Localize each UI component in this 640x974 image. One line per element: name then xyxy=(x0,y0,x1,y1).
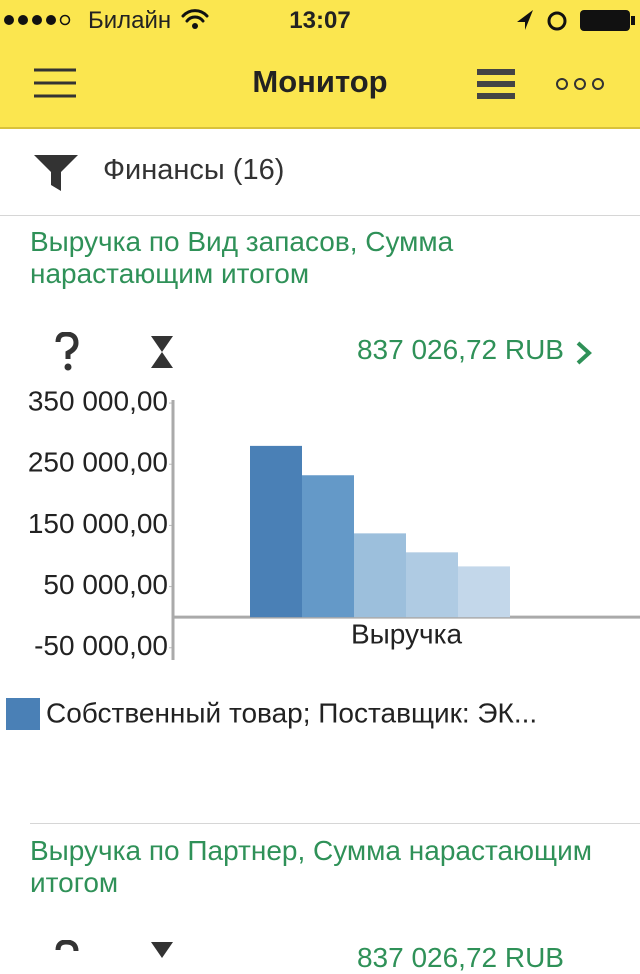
chart: -50 000,00 50 000,00 150 000,00 250 000,00 3… xyxy=(6,385,640,730)
card-total[interactable]: 837 026,72 RUB xyxy=(356,334,564,365)
period-icon[interactable] xyxy=(151,336,173,368)
legend-swatch xyxy=(6,698,40,730)
separator xyxy=(0,215,640,216)
screen-title: Монитор xyxy=(252,64,388,99)
clock: 13:07 xyxy=(289,7,351,34)
card-total[interactable]: 837 026,72 RUB xyxy=(356,942,564,973)
bar xyxy=(302,475,354,618)
location-icon xyxy=(517,10,533,30)
card-icons xyxy=(55,332,173,371)
menu-icon[interactable] xyxy=(34,68,76,98)
y-tick-label: 50 000,00 xyxy=(43,569,168,600)
y-tick-label: 150 000,00 xyxy=(28,508,168,539)
top-bar xyxy=(0,0,640,129)
wifi-icon xyxy=(181,9,209,23)
x-tick-label: Выручка xyxy=(351,619,463,650)
wifi-dot xyxy=(192,23,198,29)
bar xyxy=(458,566,510,618)
help-icon[interactable] xyxy=(55,332,79,359)
carrier: Билайн xyxy=(88,7,172,34)
help-dot xyxy=(64,363,72,371)
bar xyxy=(250,445,302,618)
bar xyxy=(354,533,406,618)
bar xyxy=(406,552,458,618)
alarm-icon xyxy=(547,11,567,31)
y-tick-label: 250 000,00 xyxy=(28,447,168,478)
filter-icon[interactable] xyxy=(34,155,78,191)
y-tick-label: -50 000,00 xyxy=(34,630,168,661)
signal-dots xyxy=(4,14,71,26)
more-icon[interactable] xyxy=(556,78,604,90)
separator xyxy=(30,823,640,824)
status-icons xyxy=(4,9,635,99)
filter-label[interactable]: Финансы (16) xyxy=(103,154,285,186)
chevron-icon[interactable] xyxy=(574,340,594,366)
card-icons xyxy=(55,940,173,958)
card-title[interactable]: Выручка по Партнер, Сумма нарастающим ит… xyxy=(30,835,592,898)
card-title[interactable]: Выручка по Вид запасов, Сумма нарастающи… xyxy=(30,226,454,289)
battery-icon xyxy=(580,10,630,31)
help-icon[interactable] xyxy=(55,940,79,952)
battery-tip xyxy=(631,16,635,25)
y-tick-label: 350 000,00 xyxy=(28,385,168,416)
legend-label: Собственный товар; Поставщик: ЭК... xyxy=(46,697,537,728)
period-icon[interactable] xyxy=(151,942,173,958)
list-icon[interactable] xyxy=(477,69,515,99)
